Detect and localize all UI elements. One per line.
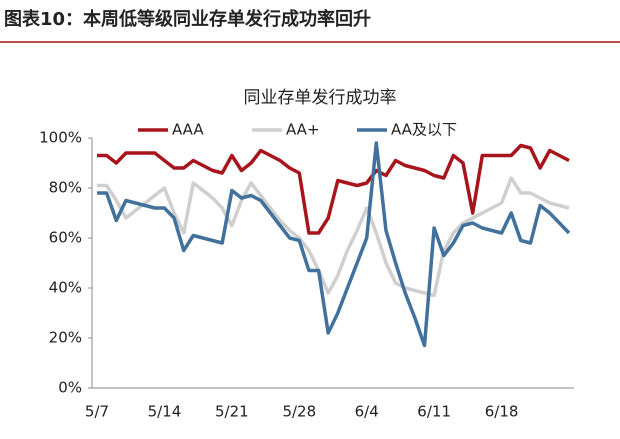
x-tick-label: 5/21 [215, 403, 249, 421]
x-tick-label: 6/18 [485, 403, 519, 421]
y-tick-label: 0% [58, 379, 82, 397]
series-line [97, 176, 570, 298]
x-tick-label: 6/4 [355, 403, 379, 421]
y-tick-label: 60% [49, 229, 82, 247]
x-tick-label: 5/7 [85, 403, 109, 421]
y-tick-label: 40% [49, 279, 82, 297]
legend-label: AAA [172, 121, 204, 139]
y-tick-label: 100% [39, 129, 82, 147]
page-title: 图表10：本周低等级同业存单发行成功率回升 [4, 8, 371, 30]
chart-title: 同业存单发行成功率 [244, 88, 397, 108]
series-line [97, 141, 571, 348]
y-tick-label: 20% [49, 329, 82, 347]
x-tick-label: 6/11 [417, 403, 451, 421]
legend-label: AA及以下 [391, 121, 457, 139]
x-tick-label: 5/28 [282, 403, 316, 421]
series-line [97, 143, 570, 235]
legend-label: AA+ [286, 121, 320, 139]
y-tick-label: 80% [49, 179, 82, 197]
x-tick-label: 5/14 [148, 403, 182, 421]
